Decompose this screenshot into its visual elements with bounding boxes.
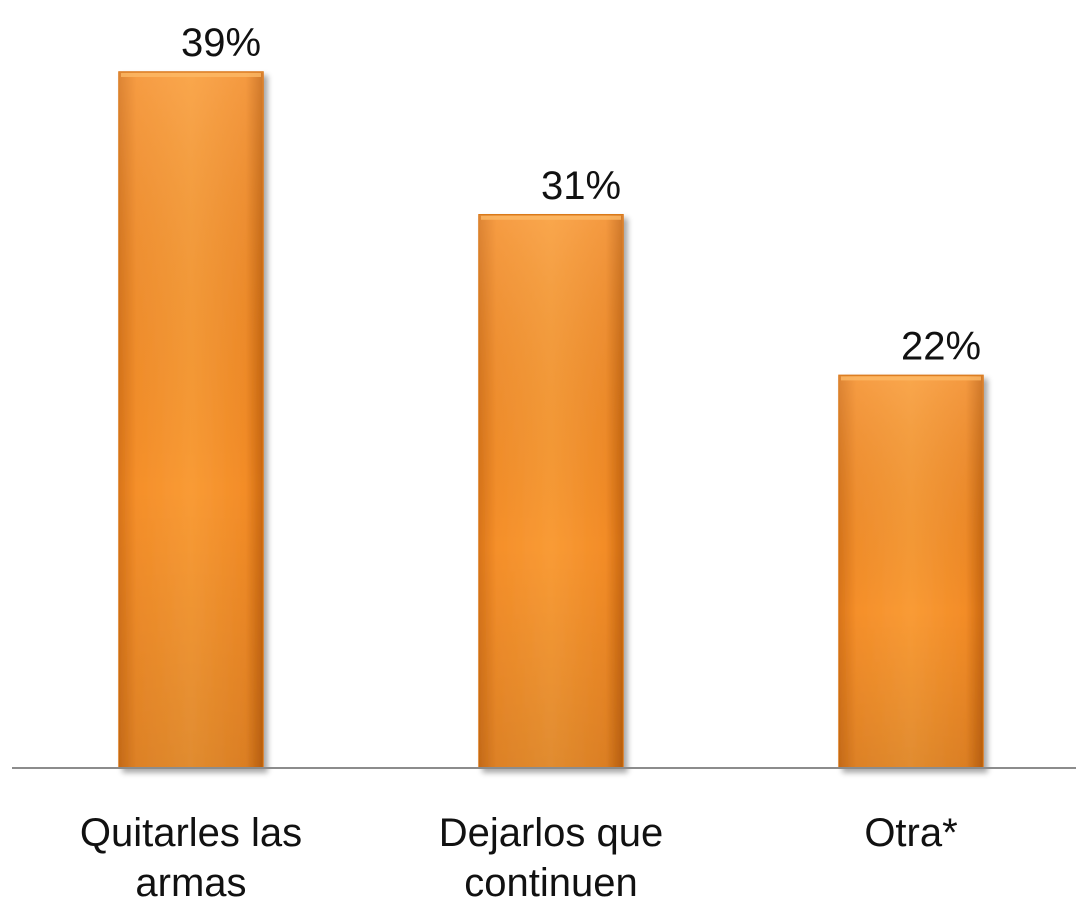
bar bbox=[838, 374, 984, 769]
bar-top-highlight bbox=[841, 376, 981, 381]
data-label: 39% bbox=[181, 21, 261, 65]
data-label: 31% bbox=[541, 164, 621, 208]
bars-layer bbox=[118, 71, 984, 769]
category-tick-label: armas bbox=[135, 861, 246, 905]
bar-shade bbox=[119, 72, 263, 768]
category-tick-label: Otra* bbox=[864, 811, 957, 855]
category-labels-layer: Quitarles las armas Dejarlos que continuen O… bbox=[80, 811, 958, 905]
bar bbox=[118, 71, 264, 769]
value-labels-layer: 39% 31% 22% bbox=[181, 21, 981, 368]
category-tick-label: Quitarles las bbox=[80, 811, 302, 855]
category-tick-label: Dejarlos que bbox=[439, 811, 664, 855]
bar-shade bbox=[839, 375, 983, 768]
bar-top-highlight bbox=[481, 215, 621, 220]
category-tick-label: continuen bbox=[464, 861, 637, 905]
bar-shade bbox=[479, 214, 623, 768]
bar bbox=[478, 214, 624, 769]
data-label: 22% bbox=[901, 324, 981, 368]
bar-top-highlight bbox=[121, 73, 261, 77]
